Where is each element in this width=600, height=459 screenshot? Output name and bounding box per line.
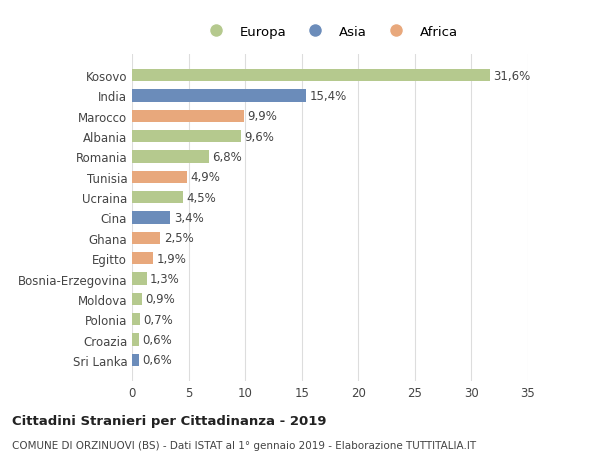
Text: 6,8%: 6,8% [212, 151, 242, 164]
Bar [132, 192, 183, 204]
Text: 1,3%: 1,3% [150, 272, 180, 285]
Bar [132, 151, 209, 163]
Text: 0,6%: 0,6% [142, 333, 172, 346]
Bar [132, 111, 244, 123]
Bar [132, 90, 306, 102]
Bar [132, 334, 139, 346]
Text: COMUNE DI ORZINUOVI (BS) - Dati ISTAT al 1° gennaio 2019 - Elaborazione TUTTITAL: COMUNE DI ORZINUOVI (BS) - Dati ISTAT al… [12, 440, 476, 450]
Text: 4,9%: 4,9% [191, 171, 221, 184]
Legend: Europa, Asia, Africa: Europa, Asia, Africa [196, 19, 464, 45]
Bar [132, 354, 139, 366]
Text: 15,4%: 15,4% [310, 90, 347, 103]
Bar [132, 313, 140, 325]
Text: 2,5%: 2,5% [164, 232, 193, 245]
Text: 1,9%: 1,9% [157, 252, 187, 265]
Text: 3,4%: 3,4% [174, 212, 203, 224]
Bar [132, 212, 170, 224]
Bar [132, 293, 142, 305]
Text: 0,7%: 0,7% [143, 313, 173, 326]
Bar [132, 232, 160, 244]
Text: 9,9%: 9,9% [247, 110, 277, 123]
Bar [132, 273, 147, 285]
Bar [132, 252, 154, 265]
Text: Cittadini Stranieri per Cittadinanza - 2019: Cittadini Stranieri per Cittadinanza - 2… [12, 414, 326, 427]
Text: 0,6%: 0,6% [142, 353, 172, 367]
Text: 0,9%: 0,9% [146, 293, 175, 306]
Bar [132, 171, 187, 184]
Text: 31,6%: 31,6% [493, 69, 530, 83]
Text: 4,5%: 4,5% [187, 191, 216, 204]
Text: 9,6%: 9,6% [244, 130, 274, 143]
Bar [132, 70, 490, 82]
Bar [132, 131, 241, 143]
